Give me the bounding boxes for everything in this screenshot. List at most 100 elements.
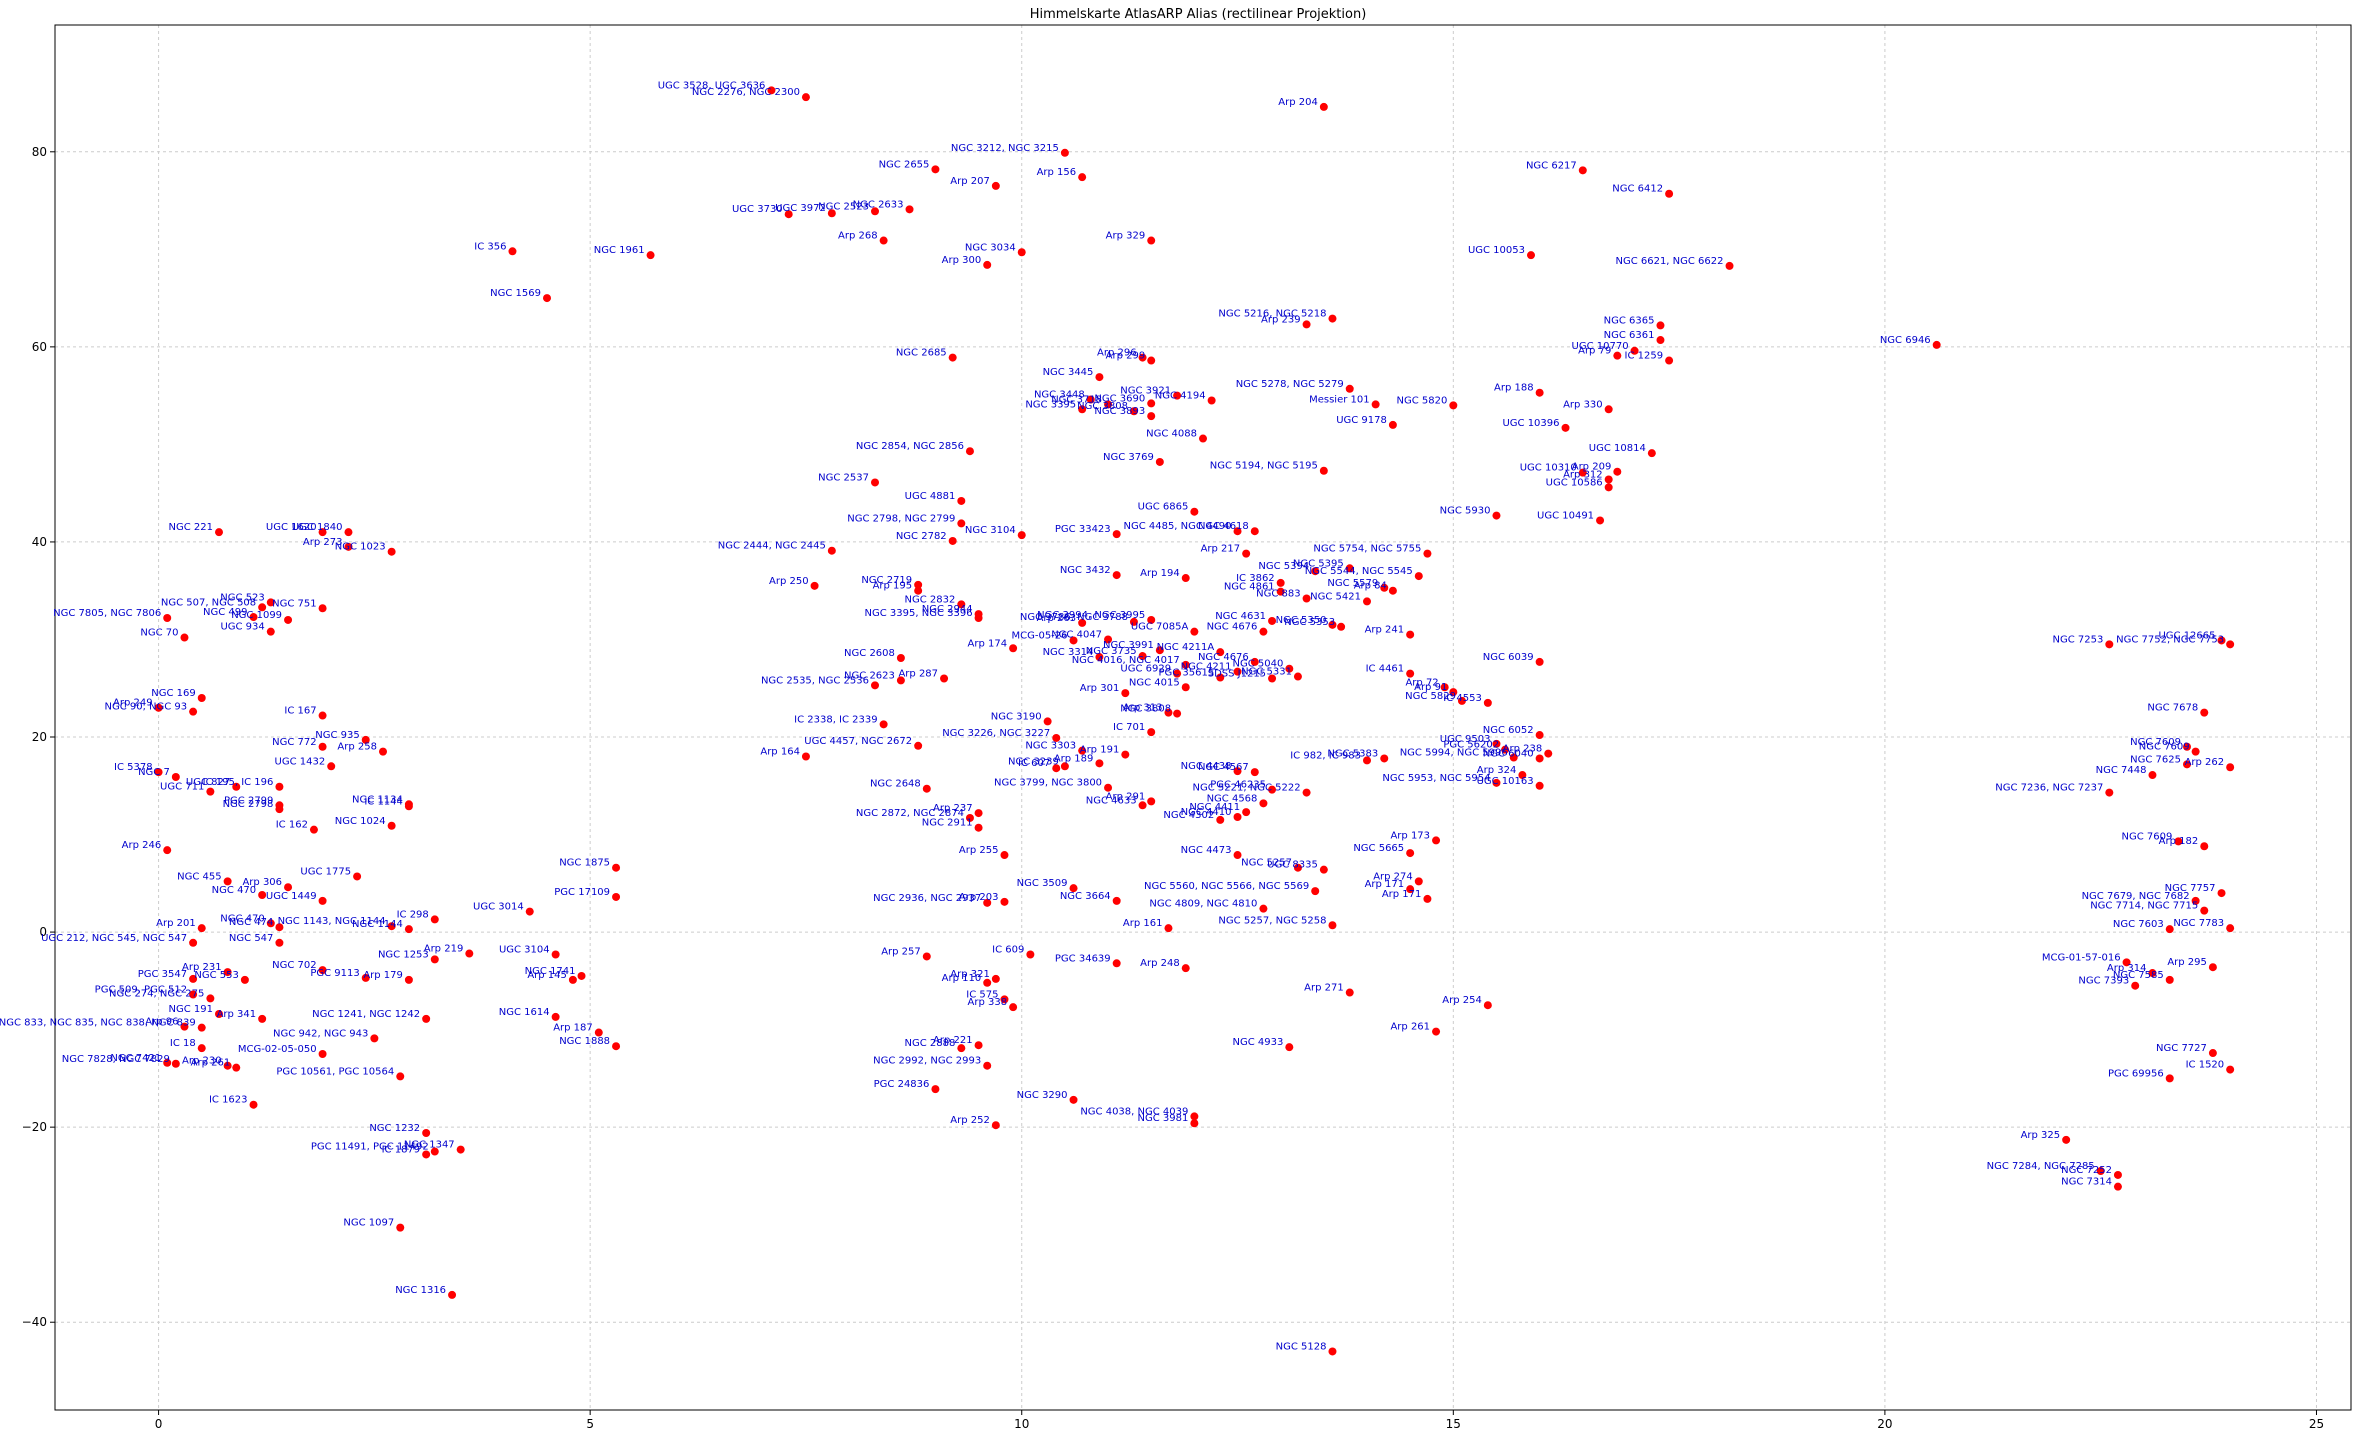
point-label: NGC 5953, NGC 5954: [1382, 773, 1490, 784]
point-label: UGC 3528, UGC 3636: [658, 80, 766, 91]
data-point: [2217, 636, 2226, 645]
data-point: [1406, 669, 1415, 678]
point-label: NGC 1316: [395, 1285, 446, 1296]
point-label: Arp 258: [337, 742, 377, 753]
point-label: NGC 772: [272, 737, 316, 748]
data-point: [1233, 527, 1242, 536]
data-point: [871, 207, 879, 216]
data-point: [1138, 353, 1147, 362]
data-point: [1561, 423, 1570, 432]
point-label: Arp 79: [1578, 346, 1611, 357]
data-point: [1578, 166, 1587, 175]
point-label: IC 607: [1018, 758, 1050, 769]
data-point: [801, 752, 810, 761]
point-label: PGC 56202: [1443, 740, 1499, 751]
point-label: UGC 8335: [1267, 860, 1318, 871]
data-point: [1155, 646, 1164, 655]
point-label: NGC 3290: [1017, 1090, 1068, 1101]
point-label: NGC 5829: [1405, 691, 1456, 702]
data-points: [154, 86, 2235, 1356]
data-point: [2096, 1167, 2105, 1176]
point-label: Arp 171: [1382, 889, 1422, 900]
point-label: NGC 3690: [1094, 393, 1145, 404]
point-label: NGC 2633: [853, 199, 904, 210]
data-point: [1207, 396, 1216, 405]
data-point: [2148, 771, 2157, 780]
data-point: [1492, 778, 1501, 787]
point-label: NGC 7236, NGC 7237: [1995, 783, 2103, 794]
y-tick-label: 60: [32, 340, 47, 354]
point-label: Arp 171: [1365, 879, 1405, 890]
data-point: [318, 896, 327, 905]
data-point: [905, 205, 914, 214]
data-point: [206, 787, 215, 796]
data-point: [1078, 746, 1087, 755]
data-point: [1138, 652, 1147, 661]
point-label: IC 1879: [382, 1144, 421, 1155]
data-point: [1173, 709, 1182, 718]
data-point: [871, 478, 879, 487]
point-label: NGC 2523: [818, 201, 869, 212]
point-label: NGC 274, NGC 275: [109, 988, 204, 999]
data-point: [801, 93, 810, 102]
point-label: Arp 231: [182, 962, 222, 973]
data-point: [1363, 756, 1371, 765]
point-label: IC 1623: [209, 1095, 248, 1106]
data-point: [784, 210, 793, 219]
point-label: Arp 156: [1037, 167, 1077, 178]
point-label: NGC 2936, NGC 2937: [873, 893, 981, 904]
point-label: NGC 1569: [490, 288, 541, 299]
point-label: NGC 5350: [1276, 615, 1327, 626]
point-label: IC 18: [170, 1038, 196, 1049]
point-label: Arp 296: [1097, 348, 1137, 359]
point-label: NGC 7678: [2147, 703, 2198, 714]
data-point: [2200, 906, 2209, 915]
y-tick-label: 0: [39, 925, 47, 939]
data-point: [2113, 1182, 2122, 1191]
data-point: [266, 627, 275, 636]
point-label: Arp 295: [2167, 957, 2207, 968]
data-point: [1535, 781, 1544, 790]
data-point: [1233, 767, 1242, 776]
point-label: NGC 4015: [1129, 677, 1180, 688]
point-label: NGC 4567: [1198, 762, 1249, 773]
point-label: IC 609: [992, 945, 1024, 956]
data-point: [914, 580, 923, 589]
point-label: NGC 2685: [896, 348, 947, 359]
point-label: IC 1144: [364, 796, 403, 807]
data-point: [2191, 896, 2200, 905]
data-point: [1052, 764, 1061, 773]
data-point: [1000, 897, 1009, 906]
data-point: [1129, 617, 1138, 626]
data-point: [2183, 742, 2191, 751]
point-label: NGC 3395: [1025, 399, 1076, 410]
point-label: NGC 2888: [904, 1038, 955, 1049]
data-point: [1164, 708, 1173, 717]
point-label: NGC 1888: [559, 1036, 610, 1047]
point-label: Arp 314: [2107, 963, 2147, 974]
data-point: [275, 782, 284, 791]
data-point: [2148, 969, 2157, 978]
point-label: UGC 1775: [300, 866, 351, 877]
data-point: [1121, 689, 1130, 698]
data-point: [2191, 747, 2200, 756]
point-label: NGC 2276, NGC 2300: [692, 87, 800, 98]
point-label: UGC 6865: [1138, 502, 1189, 513]
point-label: NGC 7714, NGC 7715: [2090, 901, 2198, 912]
data-point: [2165, 1074, 2174, 1083]
data-point: [318, 1049, 327, 1058]
point-label: NGC 2872, NGC 2874: [856, 808, 964, 819]
data-point: [983, 898, 992, 907]
chart-title: Himmelskarte AtlasARP Alias (rectilinear…: [1030, 7, 1367, 22]
data-point: [1000, 995, 1009, 1004]
data-point: [223, 968, 232, 977]
point-label: UGC 6929: [1120, 664, 1171, 675]
point-label: UGC 212, NGC 545, NGC 547: [41, 933, 187, 944]
point-label: PGC 17109: [554, 887, 610, 898]
data-point: [1328, 620, 1337, 629]
data-point: [1104, 400, 1113, 409]
data-point: [965, 447, 974, 456]
data-point: [1069, 884, 1078, 893]
data-point: [258, 1014, 267, 1023]
data-point: [1440, 683, 1449, 692]
